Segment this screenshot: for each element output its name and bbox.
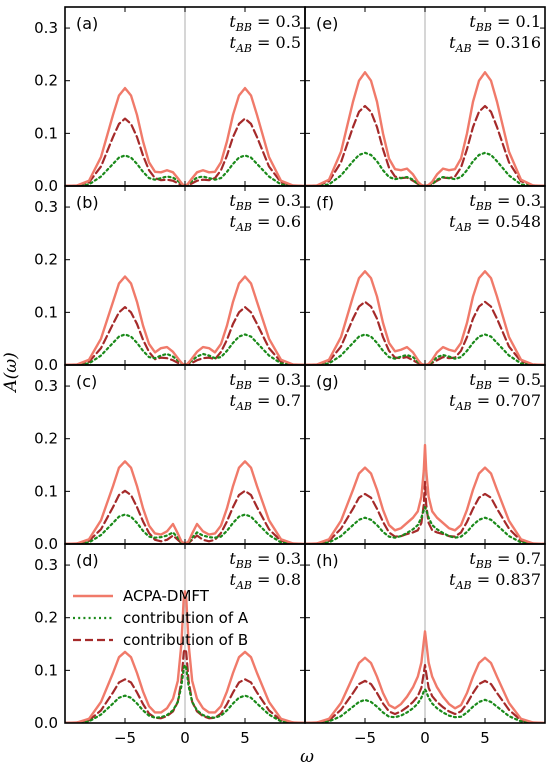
series-contribution-of-a <box>305 333 545 365</box>
panel-label: (c) <box>76 372 97 391</box>
panel-label: (e) <box>316 14 338 33</box>
legend-entry: ACPA-DMFT <box>123 587 210 605</box>
parameter-tab: tAB = 0.7 <box>230 391 302 413</box>
panel-label: (d) <box>76 551 99 570</box>
series-contribution-of-b <box>65 648 305 723</box>
series-acpa-dmft <box>305 630 545 723</box>
y-tick-label: 0.0 <box>34 535 58 553</box>
series-contribution-of-b <box>305 480 545 544</box>
series-contribution-of-b <box>305 104 545 186</box>
parameter-tab: tAB = 0.548 <box>449 212 541 234</box>
x-tick-label: 5 <box>240 729 250 747</box>
parameter-tab: tAB = 0.707 <box>449 391 541 413</box>
series-contribution-of-a <box>65 154 305 186</box>
panel-label: (f) <box>316 193 334 212</box>
series-contribution-of-b <box>305 663 545 723</box>
legend: ACPA-DMFT contribution of A contribution o… <box>73 587 249 649</box>
y-tick-label: 0.0 <box>34 714 58 732</box>
series-contribution-of-b <box>305 300 545 365</box>
y-tick-label: 0.2 <box>34 251 58 269</box>
y-axis-label: A(ω) <box>1 352 21 393</box>
series-contribution-of-b <box>65 489 305 544</box>
x-tick-label: −5 <box>354 729 376 747</box>
parameter-tab: tAB = 0.316 <box>449 33 541 55</box>
series-acpa-dmft <box>305 443 545 544</box>
x-tick-label: 0 <box>180 729 190 747</box>
series-contribution-of-a <box>65 663 305 723</box>
y-tick-label: 0.1 <box>34 482 58 500</box>
parameter-tab: tAB = 0.837 <box>449 570 541 592</box>
series-acpa-dmft <box>305 71 545 186</box>
y-tick-label: 0.0 <box>34 177 58 195</box>
panel-label: (a) <box>76 14 98 33</box>
parameter-tbb: tBB = 0.5 <box>469 370 541 392</box>
y-tick-label: 0.2 <box>34 72 58 90</box>
series-acpa-dmft <box>65 460 305 544</box>
x-axis-label: ω <box>300 747 314 767</box>
parameter-tab: tAB = 0.5 <box>230 33 302 55</box>
panel-label: (b) <box>76 193 99 212</box>
y-tick-label: 0.3 <box>34 19 58 37</box>
series-acpa-dmft <box>65 275 305 365</box>
y-tick-label: 0.1 <box>34 303 58 321</box>
parameter-tbb: tBB = 0.3 <box>229 191 301 213</box>
parameter-tab: tAB = 0.6 <box>230 212 302 234</box>
legend-entry: contribution of A <box>123 609 249 627</box>
y-tick-label: 0.0 <box>34 356 58 374</box>
y-tick-label: 0.1 <box>34 661 58 679</box>
parameter-tbb: tBB = 0.3 <box>229 12 301 34</box>
parameter-tbb: tBB = 0.1 <box>469 12 541 34</box>
y-tick-label: 0.2 <box>34 609 58 627</box>
series-contribution-of-b <box>65 305 305 365</box>
y-tick-label: 0.3 <box>34 377 58 395</box>
panel-label: (g) <box>316 372 339 391</box>
series-contribution-of-a <box>305 151 545 186</box>
series-acpa-dmft <box>305 270 545 365</box>
series-contribution-of-a <box>305 688 545 723</box>
series-acpa-dmft <box>65 86 305 186</box>
parameter-tbb: tBB = 0.3 <box>229 370 301 392</box>
y-tick-label: 0.1 <box>34 124 58 142</box>
series-contribution-of-a <box>65 513 305 544</box>
parameter-tbb: tBB = 0.3 <box>229 549 301 571</box>
panel-label: (h) <box>316 551 339 570</box>
parameter-tab: tAB = 0.8 <box>230 570 302 592</box>
x-tick-label: −5 <box>114 729 136 747</box>
parameter-tbb: tBB = 0.7 <box>469 549 541 571</box>
series-contribution-of-a <box>65 333 305 365</box>
parameter-tbb: tBB = 0.3 <box>469 191 541 213</box>
y-tick-label: 0.3 <box>34 198 58 216</box>
series-contribution-of-a <box>305 506 545 544</box>
x-tick-label: 0 <box>420 729 430 747</box>
legend-entry: contribution of B <box>123 631 248 649</box>
series-acpa-dmft <box>65 590 305 723</box>
y-tick-label: 0.2 <box>34 430 58 448</box>
x-tick-label: 5 <box>480 729 490 747</box>
y-tick-label: 0.3 <box>34 556 58 574</box>
series-contribution-of-b <box>65 117 305 186</box>
